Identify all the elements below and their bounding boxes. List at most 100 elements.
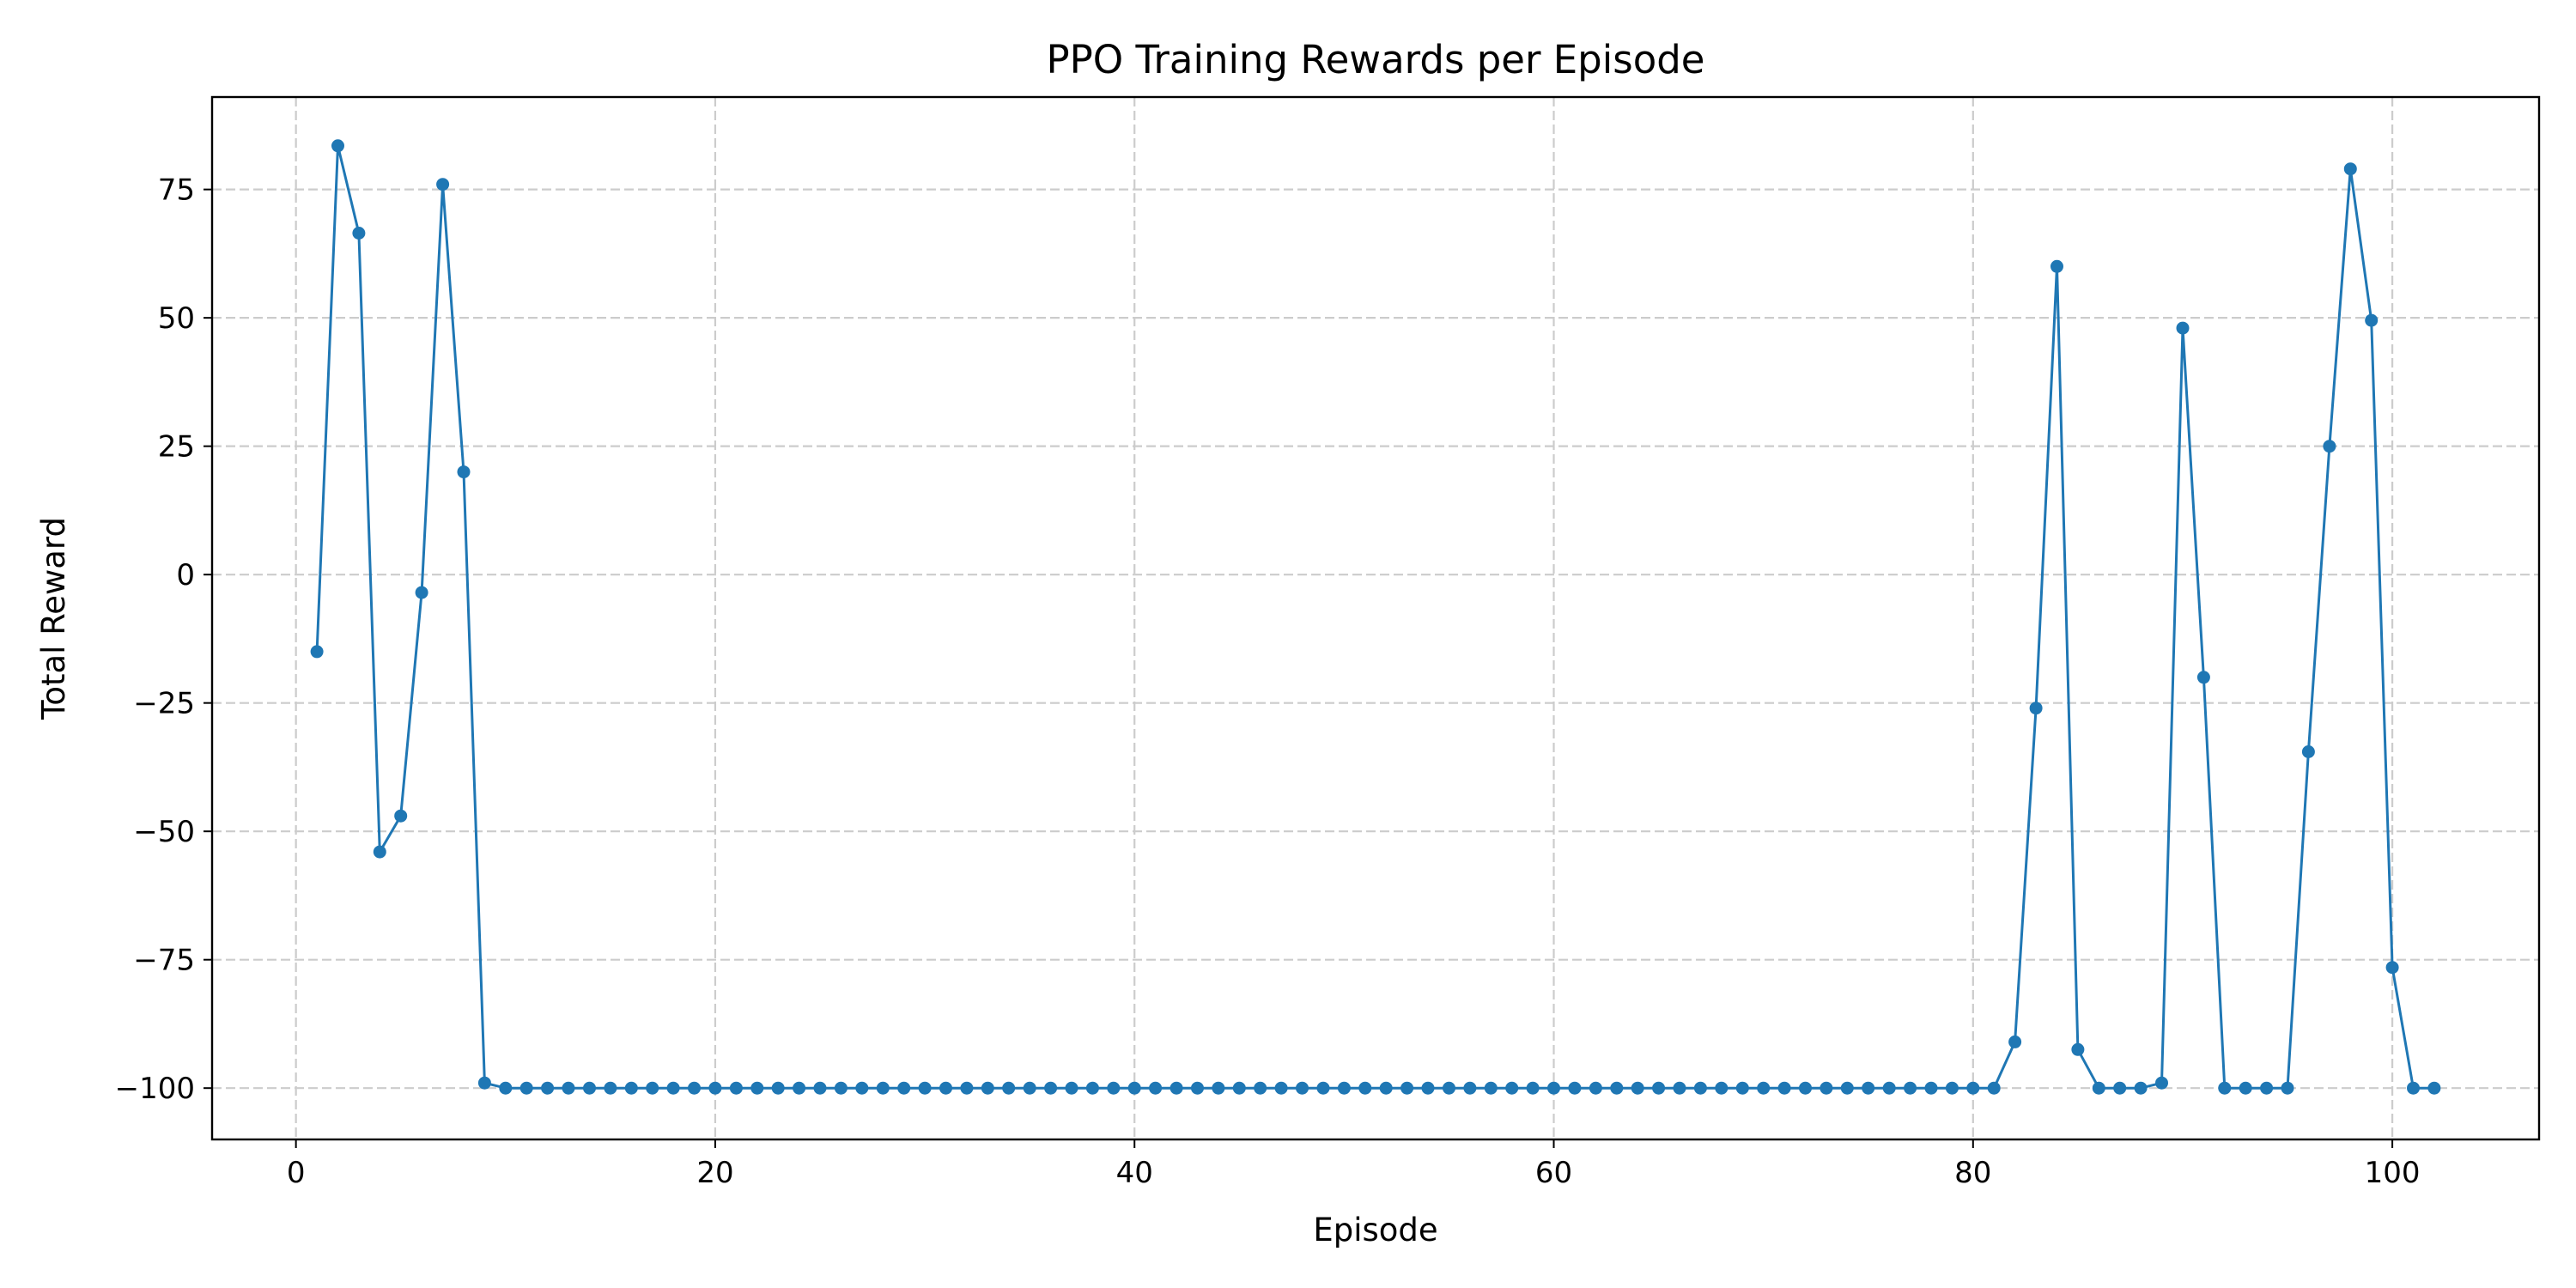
data-point <box>1924 1081 1938 1095</box>
data-point <box>834 1081 848 1095</box>
data-point <box>1505 1081 1519 1095</box>
data-point <box>1526 1081 1540 1095</box>
data-point <box>1568 1081 1582 1095</box>
series-line <box>315 144 2434 1090</box>
data-point <box>2008 1035 2022 1048</box>
y-tick-label: 50 <box>158 301 195 336</box>
data-point <box>1735 1081 1749 1095</box>
data-point <box>1044 1081 1058 1095</box>
y-tick-label: 25 <box>158 430 195 465</box>
data-point <box>729 1081 743 1095</box>
data-point <box>2029 702 2043 715</box>
data-point <box>1966 1081 1980 1095</box>
data-point <box>2239 1081 2252 1095</box>
data-point <box>331 139 344 153</box>
data-point <box>1400 1081 1414 1095</box>
data-point <box>477 1076 491 1090</box>
data-point <box>1777 1081 1791 1095</box>
data-point <box>541 1081 555 1095</box>
data-point <box>960 1081 974 1095</box>
data-point <box>624 1081 638 1095</box>
data-point <box>1421 1081 1435 1095</box>
data-point <box>1799 1081 1812 1095</box>
data-point <box>1547 1081 1560 1095</box>
data-point <box>310 645 324 659</box>
data-point <box>1023 1081 1036 1095</box>
x-tick-label: 40 <box>1116 1156 1153 1190</box>
data-point <box>1652 1081 1666 1095</box>
data-point <box>2323 440 2336 453</box>
plot-frame <box>210 95 2541 1141</box>
data-point <box>519 1081 533 1095</box>
data-point <box>981 1081 994 1095</box>
data-point <box>1589 1081 1602 1095</box>
grid-lines <box>212 97 2539 1139</box>
data-point <box>1065 1081 1078 1095</box>
series-reward <box>310 139 2441 1095</box>
data-point <box>1715 1081 1728 1095</box>
data-point <box>499 1081 513 1095</box>
data-point <box>1463 1081 1477 1095</box>
data-point <box>1212 1081 1225 1095</box>
data-point <box>2196 671 2210 684</box>
x-tick-label: 0 <box>287 1156 306 1190</box>
data-point <box>939 1081 952 1095</box>
data-point <box>2385 961 2399 975</box>
data-point <box>1002 1081 1016 1095</box>
data-point <box>2113 1081 2127 1095</box>
data-point <box>646 1081 659 1095</box>
data-point <box>1107 1081 1121 1095</box>
x-axis-label: Episode <box>1313 1212 1437 1249</box>
y-tick-label: −50 <box>133 815 195 849</box>
data-point <box>2092 1081 2105 1095</box>
data-point <box>855 1081 869 1095</box>
data-point <box>1757 1081 1771 1095</box>
data-point <box>1631 1081 1644 1095</box>
data-point <box>1693 1081 1707 1095</box>
data-point <box>436 178 450 191</box>
data-point <box>876 1081 890 1095</box>
data-point <box>394 809 408 823</box>
data-point <box>688 1081 701 1095</box>
data-point <box>2071 1042 2085 1056</box>
data-point <box>1862 1081 1875 1095</box>
data-point <box>1610 1081 1624 1095</box>
data-point <box>813 1081 827 1095</box>
data-point <box>2301 745 2315 758</box>
x-tick-label: 100 <box>2365 1156 2421 1190</box>
data-point <box>2134 1081 2148 1095</box>
data-point <box>1484 1081 1498 1095</box>
data-point <box>666 1081 680 1095</box>
y-tick-label: −75 <box>133 944 195 978</box>
data-point <box>1170 1081 1183 1095</box>
data-point <box>918 1081 932 1095</box>
y-tick-label: −100 <box>115 1072 195 1106</box>
data-point <box>897 1081 911 1095</box>
data-point <box>1443 1081 1455 1095</box>
chart-title: PPO Training Rewards per Episode <box>1047 37 1705 82</box>
data-point <box>750 1081 764 1095</box>
x-tick-label: 80 <box>1954 1156 1991 1190</box>
data-point <box>1904 1081 1917 1095</box>
data-point <box>1149 1081 1163 1095</box>
y-axis-label: Total Reward <box>35 517 72 720</box>
data-point <box>2407 1081 2420 1095</box>
data-point <box>2260 1081 2274 1095</box>
data-point <box>1127 1081 1141 1095</box>
data-point <box>2365 313 2379 327</box>
data-point <box>1296 1081 1309 1095</box>
data-point <box>2176 321 2190 335</box>
data-point <box>1379 1081 1393 1095</box>
y-tick-label: 75 <box>158 173 195 208</box>
data-point <box>1945 1081 1959 1095</box>
data-point <box>2281 1081 2294 1095</box>
data-point <box>1882 1081 1896 1095</box>
data-point <box>1232 1081 1246 1095</box>
data-point <box>604 1081 617 1095</box>
data-point <box>1673 1081 1686 1095</box>
data-point <box>1316 1081 1330 1095</box>
data-point <box>2218 1081 2232 1095</box>
axis-ticks: 0 20 40 60 80 100 75 50 25 0 −25 −50 −75 −100 <box>115 173 2421 1190</box>
data-point <box>2427 1081 2441 1095</box>
data-point <box>583 1081 596 1095</box>
